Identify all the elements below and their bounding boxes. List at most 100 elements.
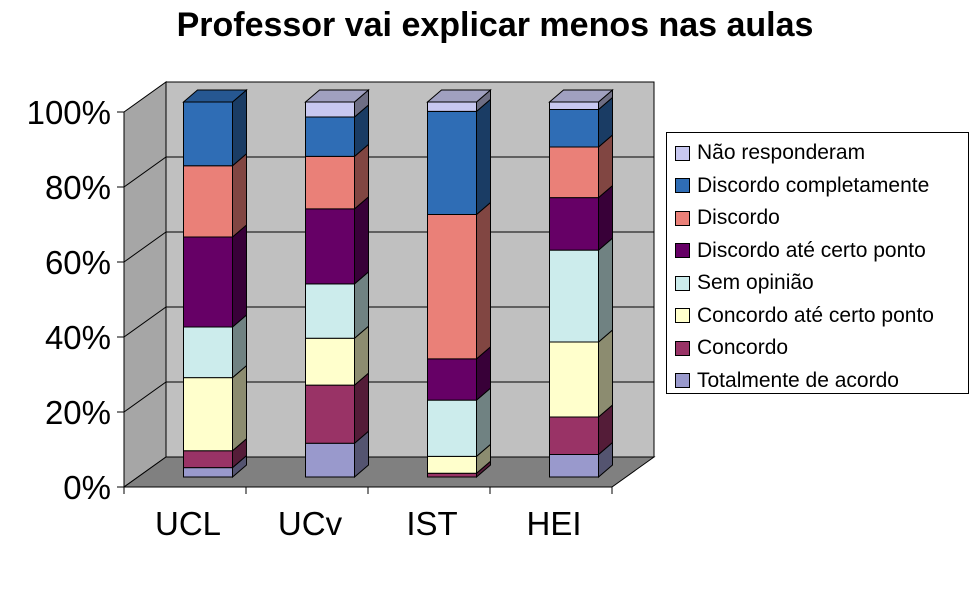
- bar-segment: [549, 133, 613, 199]
- bar-segment: [183, 364, 247, 452]
- bar-front: [427, 399, 477, 457]
- chart-axes: UCL UCv IST HEI: [123, 112, 613, 542]
- bar-segment: [183, 223, 247, 329]
- x-tick-label: UCv: [278, 505, 343, 542]
- x-tick-label: IST: [406, 505, 457, 542]
- bar-segment: [549, 237, 613, 344]
- bar-front: [427, 101, 477, 112]
- gridline: [123, 156, 654, 188]
- bar-segment: [549, 184, 613, 252]
- bar-side: [598, 328, 613, 419]
- y-tick-label: 0%: [63, 469, 111, 506]
- bar-side: [232, 88, 247, 167]
- legend-label: Concordo até certo ponto: [697, 303, 934, 327]
- y-tick-label: 80%: [45, 169, 111, 206]
- x-tick-label: UCL: [155, 505, 221, 542]
- legend-item: Concordo até certo ponto: [667, 300, 968, 333]
- bar-front: [305, 283, 355, 339]
- bar-front: [549, 146, 599, 199]
- bar-segment: [427, 345, 491, 402]
- x-tick-label: HEI: [526, 505, 581, 542]
- y-tick-label: 60%: [45, 244, 111, 281]
- bar-front: [427, 472, 477, 478]
- bar-segment: [305, 372, 369, 445]
- bar-top: [182, 89, 248, 103]
- legend-item: Discordo até certo ponto: [667, 235, 968, 268]
- legend-swatch: [675, 340, 690, 356]
- y-tick-label: 20%: [45, 394, 111, 431]
- bar-segment: [305, 103, 369, 158]
- legend-label: Discordo: [697, 206, 780, 230]
- legend-swatch: [675, 210, 690, 226]
- legend-item: Sem opinião: [667, 267, 968, 300]
- bar-front: [305, 101, 355, 118]
- bar-front: [183, 377, 233, 452]
- bar-front: [183, 450, 233, 469]
- chart-ticks: 0% 20% 40% 60% 80% 100%: [27, 94, 124, 506]
- bar-segment: [305, 430, 369, 479]
- bar-front: [549, 197, 599, 251]
- side-wall: [123, 81, 167, 488]
- bar-front: [305, 155, 355, 210]
- bar-side: [232, 364, 247, 452]
- bar-front: [549, 101, 599, 110]
- bar-segment: [305, 325, 369, 387]
- bar-front: [549, 109, 599, 148]
- bar-side: [354, 195, 369, 285]
- chart-title: Professor vai explicar menos nas aulas: [176, 6, 814, 44]
- bar-front: [549, 249, 599, 343]
- bar-front: [549, 416, 599, 455]
- bar-side: [232, 223, 247, 329]
- legend-label: Totalmente de acordo: [697, 368, 899, 392]
- bar-front: [305, 384, 355, 444]
- legend-label: Sem opinião: [697, 271, 814, 295]
- bar-front: [183, 467, 233, 478]
- legend-label: Concordo: [697, 336, 789, 360]
- chart-walls: [122, 81, 656, 488]
- bar-segment: [549, 403, 613, 456]
- legend-swatch: [675, 275, 690, 291]
- legend-swatch: [675, 373, 690, 389]
- bar-segment: [427, 387, 491, 458]
- legend-label: Discordo completamente: [697, 173, 930, 197]
- bar-front: [183, 326, 233, 379]
- bar-front: [305, 208, 355, 285]
- bar-segment: [305, 195, 369, 285]
- chart-legend: Não responderam Discordo completamente Dis…: [666, 132, 969, 394]
- bar-segment: [549, 441, 613, 479]
- bar-side: [598, 237, 613, 344]
- legend-item: Concordo: [667, 332, 968, 365]
- bar-front: [427, 110, 477, 215]
- gridline: [123, 231, 654, 263]
- bar-front: [183, 101, 233, 167]
- bar-segment: [183, 152, 247, 239]
- gridline: [123, 381, 654, 413]
- bar-segment: [427, 98, 491, 216]
- bar-front: [427, 455, 477, 474]
- bar-segment: [549, 328, 613, 419]
- chart-bars: [182, 88, 614, 479]
- bar-side: [232, 152, 247, 239]
- bar-side: [476, 98, 491, 216]
- legend-item: Não responderam: [667, 137, 968, 170]
- legend-label: Não responderam: [697, 141, 866, 165]
- legend-item: Discordo: [667, 202, 968, 235]
- bar-segment: [183, 88, 247, 167]
- bar-top: [548, 89, 614, 103]
- chart-gridlines: [123, 156, 654, 413]
- legend-swatch: [675, 145, 690, 161]
- legend-item: Totalmente de acordo: [667, 365, 968, 398]
- legend-item: Discordo completamente: [667, 170, 968, 203]
- y-tick-label: 40%: [45, 319, 111, 356]
- legend-label: Discordo até certo ponto: [697, 238, 926, 262]
- bar-front: [305, 116, 355, 157]
- bar-top: [304, 89, 370, 103]
- bar-top: [426, 89, 492, 103]
- bar-segment: [183, 313, 247, 379]
- bar-front: [427, 358, 477, 401]
- legend-swatch: [675, 308, 690, 324]
- bar-front: [305, 337, 355, 386]
- legend-swatch: [675, 243, 690, 259]
- bar-segment: [427, 201, 491, 360]
